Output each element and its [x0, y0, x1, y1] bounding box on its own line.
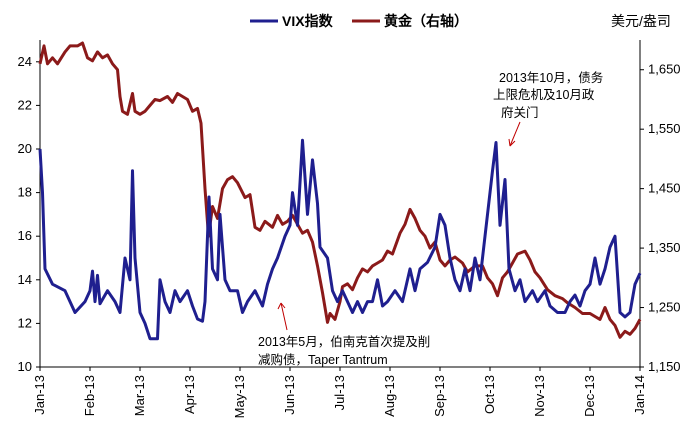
left-tick-label: 24 [18, 54, 32, 69]
svg-text:减购债，Taper Tantrum: 减购债，Taper Tantrum [258, 352, 388, 367]
x-tick-label: Oct-13 [482, 375, 497, 414]
annotation-may-2013: 2013年5月，伯南克首次提及削 减购债，Taper Tantrum [258, 303, 430, 367]
x-tick-label: May-13 [232, 375, 247, 418]
left-tick-label: 20 [18, 141, 32, 156]
legend-label-vix: VIX指数 [282, 13, 334, 29]
right-tick-label: 1,350 [648, 240, 681, 255]
x-tick-label: Jan-13 [32, 375, 47, 415]
x-tick-label: Jun-13 [282, 375, 297, 415]
annotation-oct-arrow [510, 122, 520, 146]
x-tick-label: Sep-13 [432, 375, 447, 417]
left-tick-label: 18 [18, 185, 32, 200]
right-tick-label: 1,150 [648, 359, 681, 374]
annotation-may-line-1: 2013年5月，伯南克首次提及削 [258, 334, 430, 349]
annotation-oct-line-2: 上限危机及10月政 [493, 88, 595, 102]
x-axis-ticks: Jan-13 Feb-13 Mar-13 Apr-13 May-13 Jun-13 Jul-… [32, 367, 647, 418]
left-axis-ticks: 10 12 14 16 18 20 22 24 [18, 54, 40, 374]
legend: VIX指数 黄金（右轴） [250, 13, 468, 29]
x-tick-label: Nov-13 [532, 375, 547, 417]
x-tick-label: Mar-13 [132, 375, 147, 416]
left-tick-label: 10 [18, 359, 32, 374]
svg-text:上限危机及10月政: 上限危机及10月政 [493, 88, 595, 102]
annotation-oct-line-1: 2013年10月，债务 [499, 70, 603, 85]
x-tick-label: Feb-13 [82, 375, 97, 416]
x-tick-label: Aug-13 [382, 375, 397, 417]
svg-text:府关门: 府关门 [501, 105, 539, 120]
legend-label-gold: 黄金（右轴） [384, 13, 468, 29]
right-tick-label: 1,450 [648, 181, 681, 196]
right-axis-unit: 美元/盎司 [611, 13, 671, 29]
svg-text:2013年5月，伯南克首次提及削: 2013年5月，伯南克首次提及削 [258, 334, 430, 349]
x-tick-label: Apr-13 [182, 375, 197, 414]
annotation-may-line-2: 减购债，Taper Tantrum [258, 352, 388, 367]
svg-text:2013年10月，债务: 2013年10月，债务 [499, 70, 603, 85]
left-tick-label: 12 [18, 315, 32, 330]
right-tick-label: 1,250 [648, 300, 681, 315]
right-axis-ticks: 1,150 1,250 1,350 1,450 1,550 1,650 [640, 62, 681, 374]
left-tick-label: 14 [18, 272, 32, 287]
x-tick-label: Jan-14 [632, 375, 647, 415]
annotation-oct-2013: 2013年10月，债务 上限危机及10月政 府关门 [493, 70, 603, 146]
right-tick-label: 1,550 [648, 121, 681, 136]
x-tick-label: Dec-13 [582, 375, 597, 417]
left-tick-label: 16 [18, 228, 32, 243]
series-line-vix [40, 140, 640, 338]
right-tick-label: 1,650 [648, 62, 681, 77]
left-tick-label: 22 [18, 97, 32, 112]
x-tick-label: Jul-13 [332, 375, 347, 410]
annotation-oct-line-3: 府关门 [501, 105, 539, 120]
